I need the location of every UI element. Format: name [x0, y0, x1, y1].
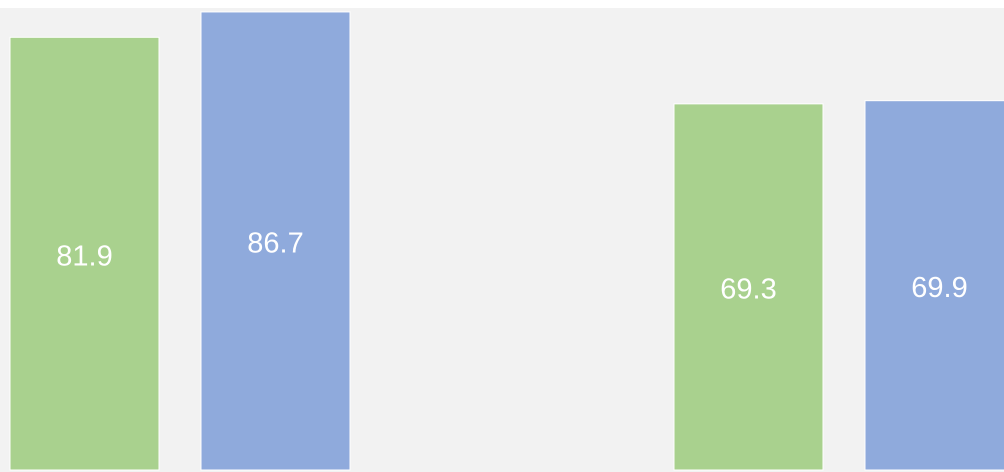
bar [673, 103, 824, 471]
bar [200, 11, 351, 471]
data-label: 69.9 [911, 272, 967, 304]
data-label: 81.9 [56, 240, 112, 272]
bar [864, 100, 1004, 471]
data-label: 69.3 [720, 274, 776, 306]
plot-background [0, 8, 1004, 472]
data-label: 86.7 [247, 228, 303, 260]
bar [9, 36, 160, 471]
